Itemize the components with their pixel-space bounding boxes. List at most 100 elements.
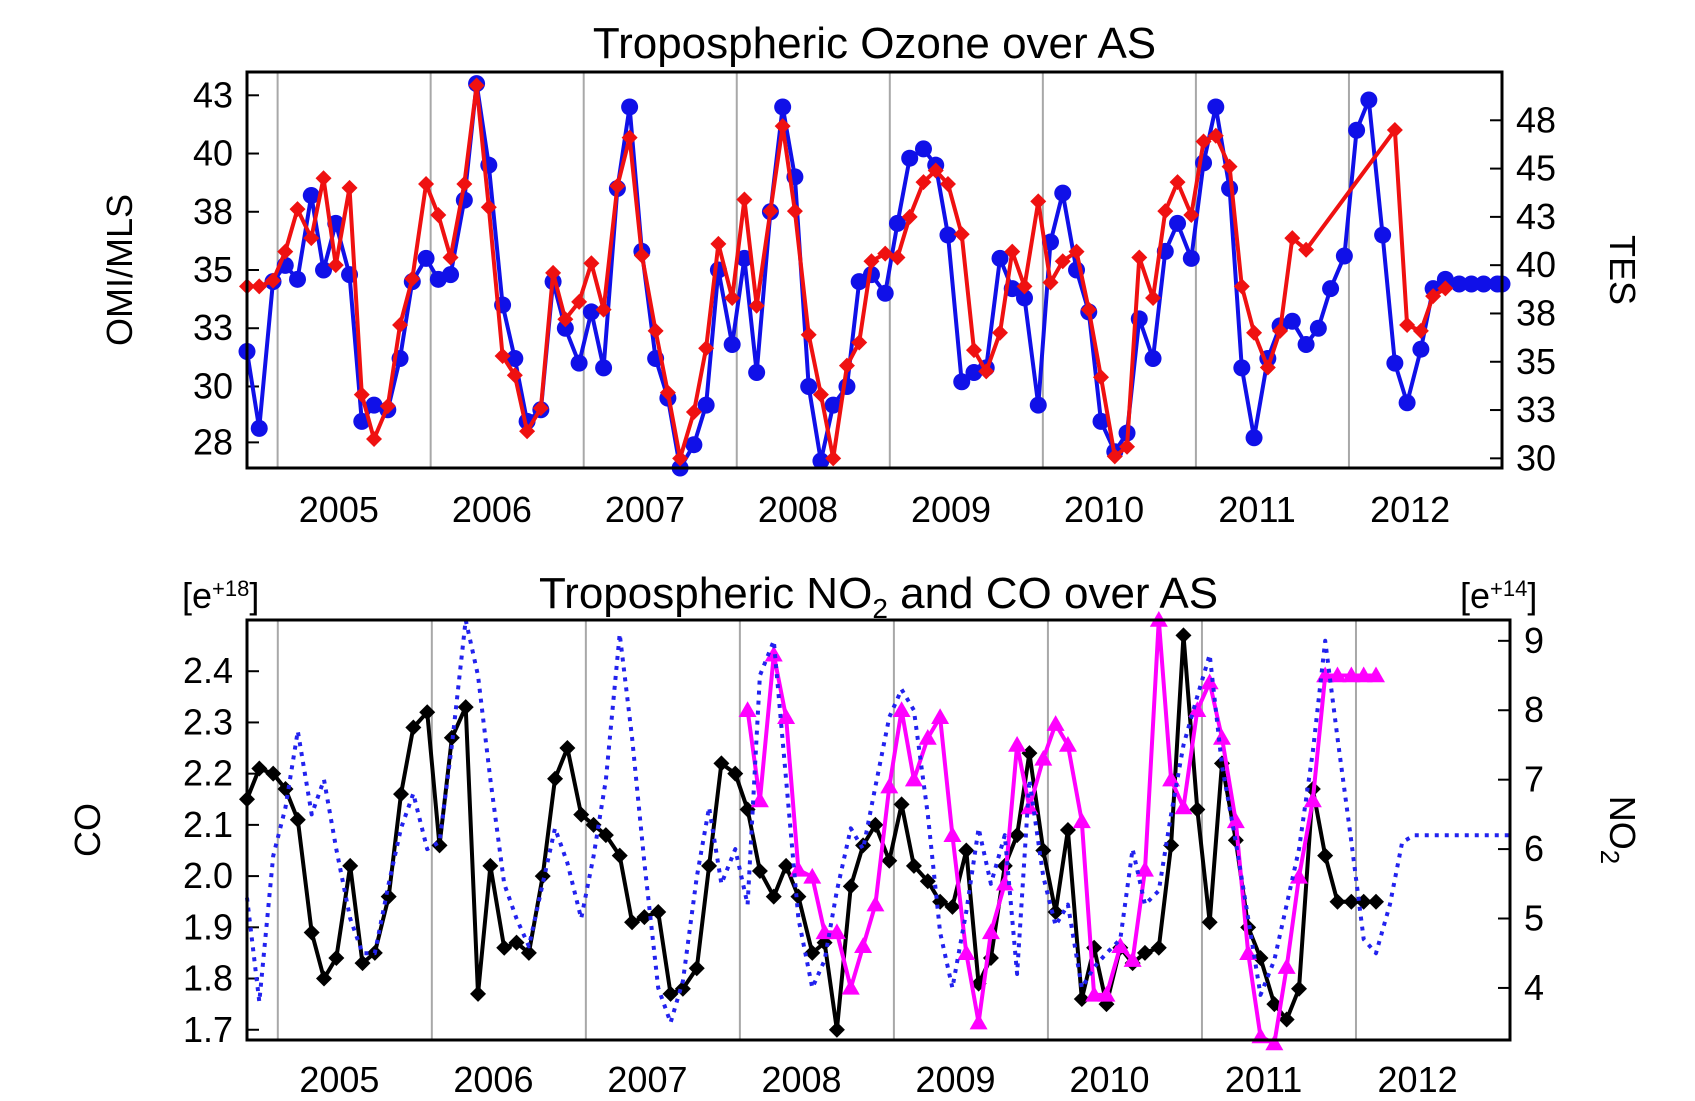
data-point xyxy=(1360,91,1378,109)
data-point xyxy=(1290,980,1307,997)
data-point xyxy=(824,396,842,414)
data-point xyxy=(1068,243,1085,260)
data-point xyxy=(777,708,796,724)
data-point xyxy=(519,423,536,440)
data-point xyxy=(1092,412,1110,430)
data-point xyxy=(1034,749,1053,766)
data-point xyxy=(1277,958,1296,974)
data-point xyxy=(1289,867,1308,884)
data-point xyxy=(1322,280,1340,298)
data-point xyxy=(1182,249,1200,267)
data-point xyxy=(508,934,525,951)
data-point xyxy=(353,386,370,403)
x-tick-label: 2007 xyxy=(605,489,685,530)
data-point xyxy=(1157,203,1174,220)
data-point xyxy=(888,214,906,232)
data-point xyxy=(316,970,333,987)
data-point xyxy=(1246,324,1263,341)
data-point xyxy=(532,400,549,417)
y2-axis-label: NO2 xyxy=(1595,796,1643,864)
data-point xyxy=(738,701,757,717)
data-point xyxy=(417,249,435,267)
data-point xyxy=(1097,985,1116,1002)
y-tick-label: 35 xyxy=(193,249,233,290)
data-point xyxy=(1283,312,1301,330)
x-tick-label: 2005 xyxy=(299,489,379,530)
y2-tick-label: 45 xyxy=(1516,148,1556,189)
data-point xyxy=(1399,317,1416,334)
data-point xyxy=(812,452,830,470)
no2-co-panel: 1.7 1.8 1.9 2.0 2.1 2.2 2.3 2.4 4 5 6 7 8 9 2005 2006 20… xyxy=(67,569,1643,1100)
data-point xyxy=(991,249,1009,267)
data-point xyxy=(800,326,817,343)
data-point xyxy=(480,199,497,216)
data-point xyxy=(327,257,344,274)
data-point xyxy=(953,226,970,243)
data-point xyxy=(914,140,932,158)
data-point xyxy=(1328,666,1347,683)
data-point xyxy=(1162,770,1181,787)
data-point xyxy=(1343,893,1360,910)
series-line xyxy=(247,83,1447,461)
chart-title: Tropospheric NO2 and CO over AS xyxy=(539,569,1218,624)
data-point xyxy=(1073,991,1090,1008)
data-point xyxy=(685,403,702,420)
data-point xyxy=(1085,985,1104,1002)
data-point xyxy=(1016,278,1033,295)
data-point xyxy=(919,873,936,890)
data-point xyxy=(1183,206,1200,223)
data-point xyxy=(534,868,551,885)
data-point xyxy=(893,796,910,813)
data-point xyxy=(1259,359,1276,376)
data-point xyxy=(1009,827,1026,844)
data-point xyxy=(992,324,1008,341)
data-point xyxy=(1425,288,1442,305)
data-point xyxy=(727,765,744,782)
data-point xyxy=(545,264,562,281)
data-point xyxy=(442,249,459,266)
data-point xyxy=(751,862,768,879)
x-tick-label: 2008 xyxy=(758,489,838,530)
data-point xyxy=(1245,429,1263,447)
data-point xyxy=(838,357,855,374)
data-point xyxy=(289,811,306,828)
data-point xyxy=(303,230,320,247)
data-point xyxy=(1163,837,1180,854)
data-point xyxy=(1169,214,1187,232)
data-point xyxy=(430,206,447,223)
data-point xyxy=(710,235,727,252)
data-point xyxy=(1150,939,1167,956)
data-point xyxy=(328,950,345,967)
data-point xyxy=(1221,158,1238,175)
data-point xyxy=(250,419,268,437)
data-point xyxy=(943,826,962,842)
data-point xyxy=(774,98,792,116)
data-point xyxy=(1200,673,1219,690)
data-point xyxy=(404,270,421,287)
data-point xyxy=(315,170,332,187)
data-point xyxy=(1272,322,1289,339)
y2-tick-label: 48 xyxy=(1516,99,1556,140)
data-point xyxy=(341,179,358,196)
y2-tick-label: 4 xyxy=(1524,967,1544,1008)
data-point xyxy=(1174,798,1193,815)
data-point xyxy=(1354,666,1373,683)
data-point xyxy=(765,888,782,905)
data-point xyxy=(701,857,718,874)
data-point xyxy=(957,944,976,960)
data-point xyxy=(633,247,650,264)
data-point xyxy=(881,852,898,869)
data-point xyxy=(520,944,537,961)
y-axis-label: OMI/MLS xyxy=(99,194,140,346)
data-point xyxy=(800,377,818,395)
data-point xyxy=(1015,289,1033,307)
data-point xyxy=(965,342,982,359)
data-point xyxy=(892,701,911,717)
series-1 xyxy=(738,611,1385,1051)
x-tick-label: 2012 xyxy=(1378,1059,1458,1096)
data-point xyxy=(468,77,485,94)
data-point xyxy=(1436,270,1454,288)
data-point xyxy=(1119,438,1136,455)
data-point xyxy=(1059,822,1076,838)
data-point xyxy=(595,359,613,377)
